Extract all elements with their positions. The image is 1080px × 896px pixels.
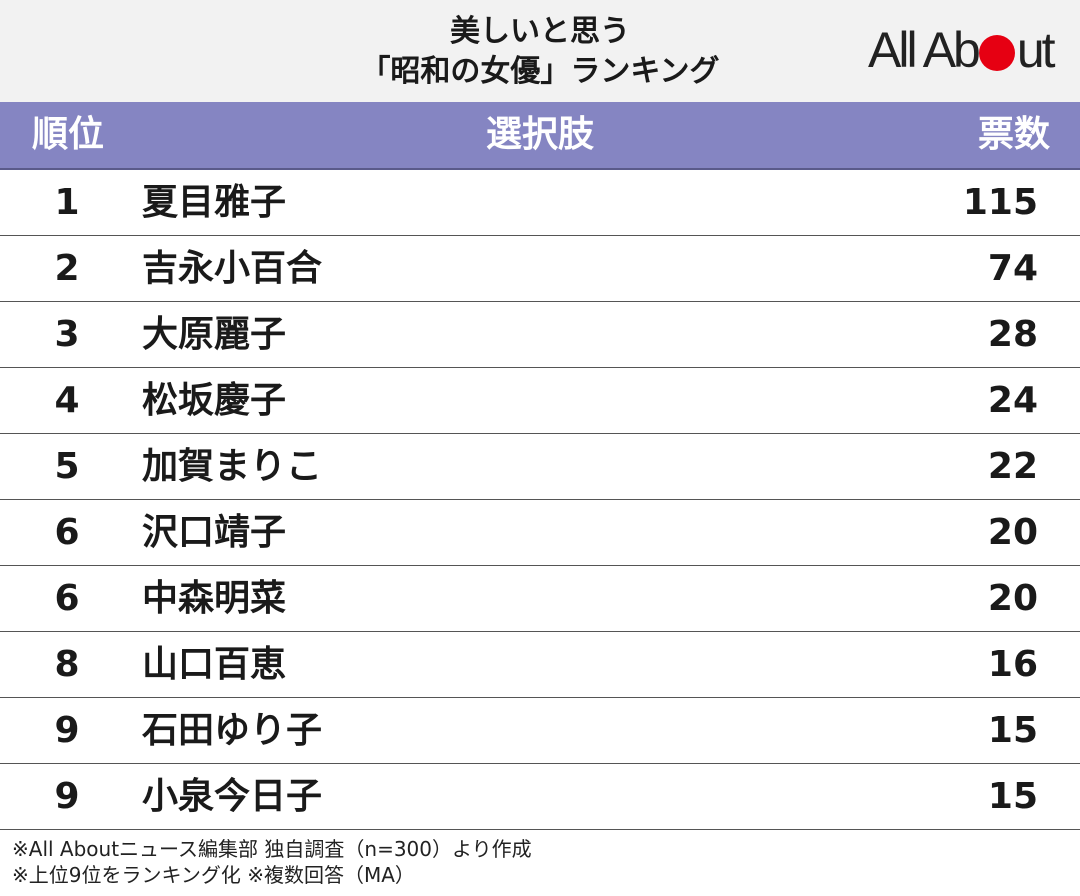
row-name: 小泉今日子 <box>142 776 323 817</box>
title-header: 美しいと思う 「昭和の女優」ランキング All Ab ut <box>0 0 1080 102</box>
row-rank: 6 <box>54 578 80 619</box>
table-row: 6 沢口靖子 20 <box>0 500 1080 566</box>
table-row: 6 中森明菜 20 <box>0 566 1080 632</box>
row-name: 吉永小百合 <box>142 248 323 289</box>
table-body: 1 夏目雅子 115 2 吉永小百合 74 3 大原麗子 28 4 松坂慶子 24 5 加賀まりこ 22 6 沢… <box>0 170 1080 830</box>
row-name: 夏目雅子 <box>142 182 287 223</box>
row-rank: 9 <box>54 776 80 817</box>
row-votes: 20 <box>987 512 1038 553</box>
row-rank: 2 <box>54 248 80 289</box>
chart-title: 美しいと思う 「昭和の女優」ランキング <box>240 12 840 92</box>
table-row: 1 夏目雅子 115 <box>0 170 1080 236</box>
table-row: 8 山口百恵 16 <box>0 632 1080 698</box>
row-rank: 4 <box>54 380 80 421</box>
row-votes: 28 <box>987 314 1038 355</box>
table-header: 順位 選択肢 票数 <box>0 102 1080 170</box>
row-votes: 15 <box>987 776 1038 817</box>
row-name: 中森明菜 <box>142 578 287 619</box>
table-row: 2 吉永小百合 74 <box>0 236 1080 302</box>
header-choice: 選択肢 <box>485 114 594 155</box>
row-votes: 115 <box>962 182 1038 223</box>
table-row: 9 小泉今日子 15 <box>0 764 1080 830</box>
row-votes: 22 <box>987 446 1038 487</box>
row-name: 加賀まりこ <box>142 446 323 487</box>
row-rank: 5 <box>54 446 80 487</box>
row-name: 沢口靖子 <box>142 512 287 553</box>
row-name: 松坂慶子 <box>142 380 287 421</box>
row-name: 石田ゆり子 <box>142 710 323 751</box>
row-name: 山口百恵 <box>142 644 287 685</box>
row-rank: 1 <box>54 182 80 223</box>
footnotes: ※All Aboutニュース編集部 独自調査（n=300）より作成 ※上位9位を… <box>12 836 532 888</box>
header-votes: 票数 <box>977 114 1050 155</box>
logo-red-dot-icon <box>978 35 1015 71</box>
table-row: 4 松坂慶子 24 <box>0 368 1080 434</box>
logo-text-right: ut <box>1016 22 1056 78</box>
table-row: 9 石田ゆり子 15 <box>0 698 1080 764</box>
row-votes: 20 <box>987 578 1038 619</box>
footnote-source: ※All Aboutニュース編集部 独自調査（n=300）より作成 <box>12 837 532 861</box>
footnote-method: ※上位9位をランキング化 ※複数回答（MA） <box>12 863 415 887</box>
table-row: 5 加賀まりこ 22 <box>0 434 1080 500</box>
row-votes: 16 <box>987 644 1038 685</box>
title-line-1: 美しいと思う <box>450 14 630 49</box>
title-line-2: 「昭和の女優」ランキング <box>360 54 720 89</box>
header-rank: 順位 <box>32 114 105 155</box>
row-rank: 8 <box>54 644 80 685</box>
row-rank: 6 <box>54 512 80 553</box>
row-votes: 74 <box>987 248 1038 289</box>
row-rank: 9 <box>54 710 80 751</box>
row-rank: 3 <box>54 314 80 355</box>
table-row: 3 大原麗子 28 <box>0 302 1080 368</box>
row-votes: 15 <box>987 710 1038 751</box>
row-name: 大原麗子 <box>142 314 287 355</box>
row-votes: 24 <box>987 380 1038 421</box>
logo-text-left: All Ab <box>868 22 981 78</box>
allabout-logo: All Ab ut <box>868 22 1056 78</box>
